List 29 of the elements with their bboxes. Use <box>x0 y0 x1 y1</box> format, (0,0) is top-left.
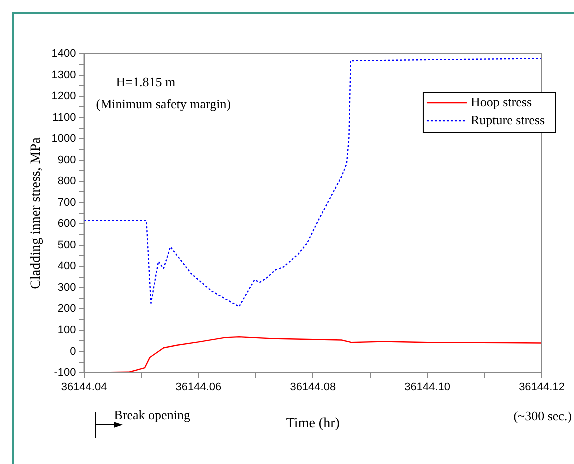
y-tick-label: 600 <box>58 218 76 230</box>
y-tick-label: 700 <box>58 196 76 209</box>
y-tick-label: 200 <box>58 303 76 316</box>
y-tick-label: 500 <box>58 239 76 252</box>
text: (~300 sec.) <box>514 408 572 424</box>
y-tick-label: -100 <box>54 367 76 380</box>
legend-label: Rupture stress <box>470 112 546 128</box>
y-tick-label: 400 <box>58 260 76 273</box>
x-tick-label: 36144.06 <box>176 382 222 394</box>
y-axis-title: Cladding inner stress, MPa <box>29 136 44 290</box>
y-tick-label: 1000 <box>52 133 76 146</box>
y-tick-label: 1300 <box>52 69 76 82</box>
y-tick-label: 1400 <box>52 48 76 60</box>
text: Break opening <box>114 407 191 422</box>
y-tick-label: 1200 <box>52 90 76 103</box>
annotation: H=1.815 m <box>116 74 176 90</box>
y-tick-label: 900 <box>58 154 76 166</box>
x-tick-label: 36144.10 <box>404 382 451 394</box>
y-tick-label: 100 <box>58 324 76 336</box>
x-tick-label: 36144.12 <box>519 382 565 394</box>
legend-label: Hoop stress <box>470 94 532 110</box>
annotation: (Minimum safety margin) <box>96 96 232 112</box>
y-tick-label: 300 <box>58 282 76 294</box>
x-tick-label: 36144.08 <box>290 382 336 394</box>
x-tick-label: 36144.04 <box>61 382 108 394</box>
y-tick-label: 800 <box>58 176 76 188</box>
y-tick-label: 1100 <box>52 112 76 124</box>
y-tick-label: 0 <box>70 346 76 358</box>
x-axis-title: Time (hr) <box>286 416 340 432</box>
